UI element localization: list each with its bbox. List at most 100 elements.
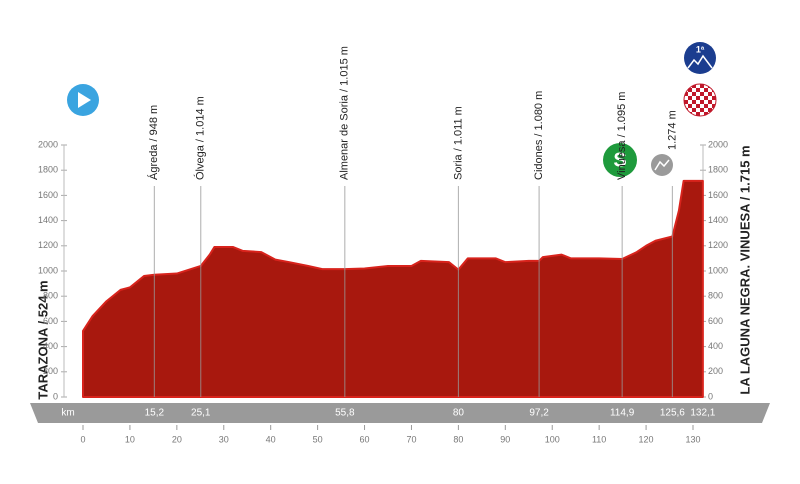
landmark-name: Ágreda / 948 m [147,105,160,180]
x-tick-label: 90 [500,434,510,444]
landmark-km: 125,6 [660,408,685,419]
landmark-km: 114,9 [610,408,635,419]
check [692,100,696,104]
check [708,104,712,108]
check [700,88,704,92]
landmark-km: 25,1 [191,408,211,419]
check [696,88,700,92]
landmark-km: 132,1 [690,408,715,419]
x-tick-label: 20 [172,434,182,444]
check [684,112,688,116]
landmark-km: 15,2 [145,408,165,419]
check [692,112,696,116]
x-tick-label: 80 [453,434,463,444]
landmark-km: 97,2 [529,408,549,419]
check [704,104,708,108]
y-tick-label: 600 [43,316,58,326]
finish-icon [683,83,717,117]
check [712,84,716,88]
check [704,96,708,100]
check [700,96,704,100]
check [708,96,712,100]
x-tick-label: 70 [406,434,416,444]
check [688,92,692,96]
x-tick-label: 60 [360,434,370,444]
y-tick-label-right: 200 [708,366,723,376]
check [712,92,716,96]
check [700,100,704,104]
landmark-name: Soria / 1.011 m [452,106,464,180]
x-tick-label: 130 [685,434,700,444]
check [692,92,696,96]
km-label: km [61,408,74,419]
start-label: TARAZONA / 524 m [35,280,50,399]
kom-icon-text: 1ª [696,44,705,54]
km-bar [30,403,770,423]
check [696,96,700,100]
kom-icon: 1ª [684,42,716,74]
check [696,92,700,96]
check [688,96,692,100]
check [704,108,708,112]
check [692,88,696,92]
y-tick-label-right: 2000 [708,139,728,149]
landmark-name: Ólvega / 1.014 m [194,96,207,180]
check [684,104,688,108]
sprint-icon: S [603,143,637,177]
y-tick-label: 1200 [38,240,58,250]
elevation-area [82,179,704,398]
y-tick-label: 1000 [38,265,58,275]
landmark-name: Cidones / 1.080 m [533,91,545,180]
check [700,104,704,108]
check [708,100,712,104]
landmark-km: 80 [453,408,465,419]
y-tick-label: 400 [43,341,58,351]
check [712,112,716,116]
check [704,84,708,88]
x-tick-label: 10 [125,434,135,444]
y-tick-label-right: 600 [708,316,723,326]
check [704,92,708,96]
check [684,100,688,104]
check [700,112,704,116]
check [700,108,704,112]
x-tick-label: 30 [219,434,229,444]
x-tick-label: 50 [313,434,323,444]
check [700,84,704,88]
check [712,104,716,108]
y-tick-label: 1600 [38,190,58,200]
x-tick-label: 120 [639,434,654,444]
check [688,104,692,108]
check [696,112,700,116]
check [684,92,688,96]
check [712,96,716,100]
check [696,100,700,104]
y-tick-label-right: 1400 [708,215,728,225]
check [684,96,688,100]
x-tick-label: 40 [266,434,276,444]
y-tick-label: 1800 [38,165,58,175]
y-tick-label: 1400 [38,215,58,225]
check [684,84,688,88]
check [696,108,700,112]
start-icon [67,84,99,116]
check [704,100,708,104]
y-tick-label: 800 [43,291,58,301]
climb-icon [651,154,673,176]
check [708,92,712,96]
x-tick-label: 0 [80,434,85,444]
landmark-name: 1.274 m [666,110,678,150]
y-tick-label-right: 1000 [708,265,728,275]
check [692,96,696,100]
x-tick-label: 100 [545,434,560,444]
check [688,88,692,92]
check [712,100,716,104]
check [688,108,692,112]
check [692,108,696,112]
check [696,104,700,108]
check [708,108,712,112]
landmark-name: Almenar de Soria / 1.015 m [339,46,351,180]
y-tick-label-right: 800 [708,291,723,301]
